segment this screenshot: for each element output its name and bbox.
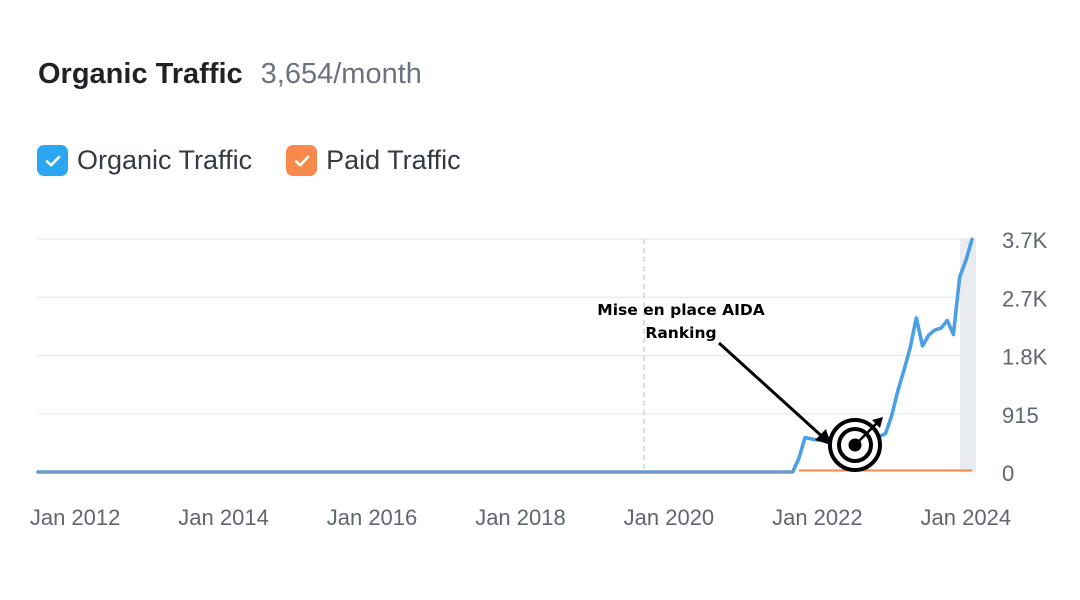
x-tick-label: Jan 2024 bbox=[921, 505, 1012, 530]
annotation-line-2: Ranking bbox=[645, 324, 716, 342]
legend-item-paid[interactable]: Paid Traffic bbox=[286, 145, 461, 176]
x-tick-label: Jan 2022 bbox=[772, 505, 863, 530]
chart-title: Organic Traffic bbox=[38, 58, 243, 90]
y-tick-label: 1.8K bbox=[1002, 345, 1048, 370]
y-tick-label: 0 bbox=[1002, 461, 1014, 486]
current-month-band bbox=[960, 239, 976, 472]
y-tick-label: 915 bbox=[1002, 403, 1039, 428]
checkmark-icon bbox=[294, 155, 309, 166]
x-tick-label: Jan 2012 bbox=[30, 505, 121, 530]
x-tick-label: Jan 2014 bbox=[178, 505, 269, 530]
x-tick-label: Jan 2020 bbox=[624, 505, 715, 530]
legend-item-organic[interactable]: Organic Traffic bbox=[37, 145, 252, 176]
y-tick-label: 2.7K bbox=[1002, 286, 1048, 311]
y-tick-label: 3.7K bbox=[1002, 228, 1048, 253]
y-axis: 0 915 1.8K 2.7K 3.7K bbox=[1002, 228, 1048, 486]
series-group bbox=[36, 237, 974, 474]
legend: Organic Traffic Paid Traffic bbox=[37, 145, 461, 176]
checkbox-paid[interactable] bbox=[286, 145, 318, 176]
x-axis: Jan 2012 Jan 2014 Jan 2016 Jan 2018 Jan 2020… bbox=[30, 505, 1011, 530]
target-icon bbox=[828, 417, 883, 472]
chart-header: Organic Traffic 3,654/month bbox=[38, 58, 422, 91]
x-tick-label: Jan 2016 bbox=[327, 505, 418, 530]
highlight-band bbox=[960, 239, 976, 472]
grid-lines bbox=[38, 238, 972, 415]
legend-label-organic: Organic Traffic bbox=[77, 145, 253, 175]
annotation: Mise en place AIDA Ranking bbox=[597, 301, 883, 472]
annotation-arrow bbox=[717, 341, 828, 442]
annotation-line-1: Mise en place AIDA bbox=[597, 301, 764, 319]
checkbox-organic[interactable] bbox=[37, 145, 68, 176]
traffic-value: 3,654/month bbox=[260, 58, 422, 90]
legend-label-paid: Paid Traffic bbox=[326, 145, 461, 175]
checkmark-icon bbox=[45, 155, 60, 166]
arrow-head bbox=[815, 429, 831, 445]
x-tick-label: Jan 2018 bbox=[475, 505, 566, 530]
